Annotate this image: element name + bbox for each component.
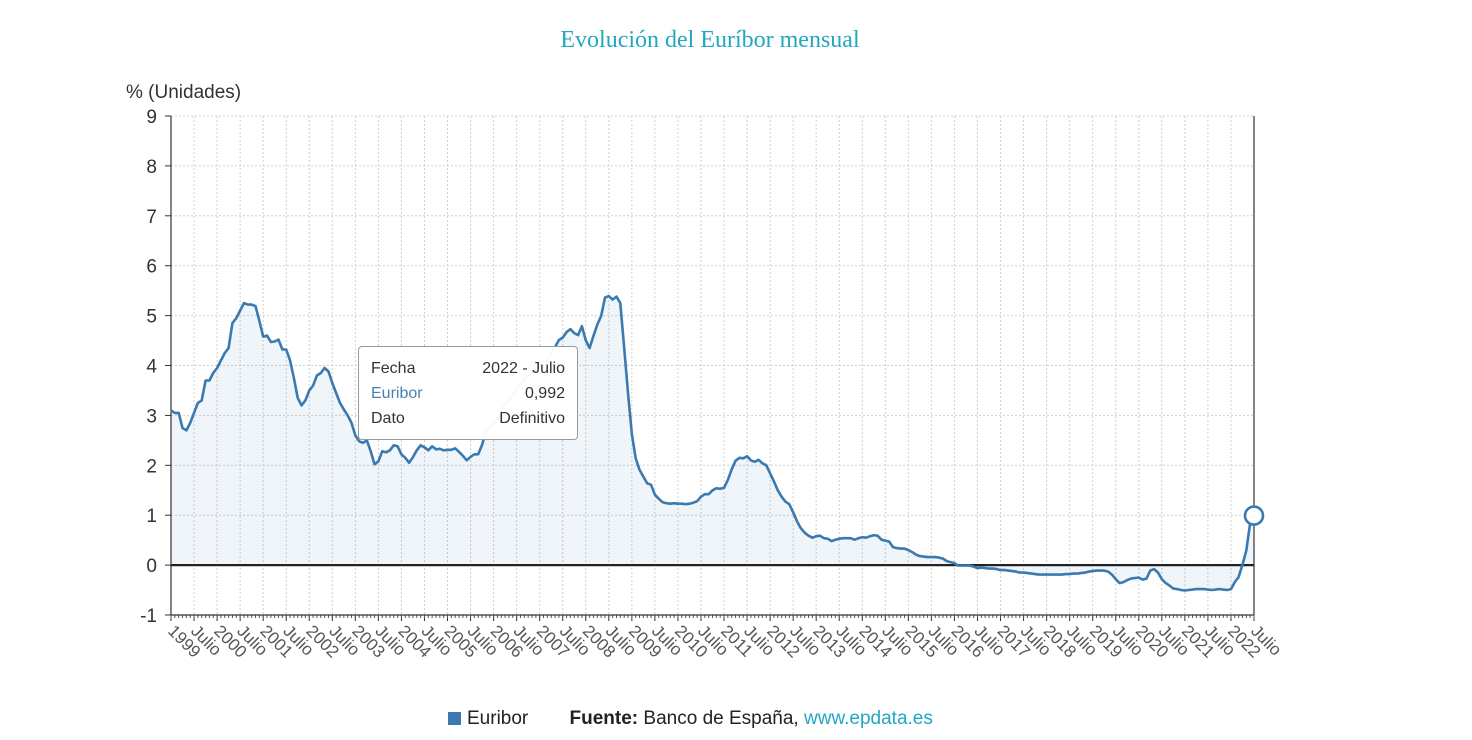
legend-label: Euribor <box>467 708 529 729</box>
tooltip-value: Definitivo <box>499 410 565 427</box>
legend-swatch <box>448 712 461 725</box>
tooltip-value: 2022 - Julio <box>482 360 565 377</box>
chart-title: Evolución del Euríbor mensual <box>560 27 860 53</box>
y-tick-label: 3 <box>146 406 157 427</box>
highlight-point-marker <box>1243 505 1265 526</box>
chart-footer: Euribor Fuente: Banco de España, www.epd… <box>448 708 933 730</box>
y-tick-label: 8 <box>146 157 157 178</box>
y-tick-label: 6 <box>146 257 157 278</box>
area-fill-layer <box>171 296 1254 591</box>
y-tick-label: 5 <box>146 307 157 328</box>
tooltip-key: Euribor <box>371 385 423 402</box>
tooltip-row-fecha: Fecha 2022 - Julio <box>371 359 565 384</box>
axes <box>165 115 1255 621</box>
tooltip-key: Dato <box>371 410 405 427</box>
series-line-euribor <box>170 294 1256 592</box>
y-tick-label: 1 <box>146 506 157 527</box>
y-tick-label: 4 <box>146 357 157 378</box>
data-tooltip: Fecha 2022 - Julio Euribor 0,992 Dato De… <box>358 346 578 440</box>
tooltip-value: 0,992 <box>524 385 565 402</box>
source-text: Banco de España, <box>643 708 799 729</box>
marker-layer <box>1243 505 1265 526</box>
y-tick-label: 2 <box>146 456 157 477</box>
y-tick-label: -1 <box>140 606 157 627</box>
y-tick-labels: -1 0 1 2 3 4 5 6 7 8 9 <box>140 107 157 627</box>
tooltip-row-euribor: Euribor 0,992 <box>371 384 565 409</box>
x-tick-labels: 1999Julio2000Julio2001Julio2002Julio2003… <box>164 621 1285 661</box>
y-tick-label: 9 <box>146 107 157 128</box>
tooltip-key: Fecha <box>371 360 416 377</box>
y-tick-label: 7 <box>146 207 157 228</box>
series-area-euribor <box>171 296 1254 591</box>
source-label: Fuente: <box>569 708 639 729</box>
tooltip-row-dato: Dato Definitivo <box>371 409 565 434</box>
y-tick-label: 0 <box>146 556 157 577</box>
y-axis-unit-label: % (Unidades) <box>126 82 241 103</box>
source-link[interactable]: www.epdata.es <box>804 708 933 729</box>
series-line-layer <box>170 294 1256 592</box>
